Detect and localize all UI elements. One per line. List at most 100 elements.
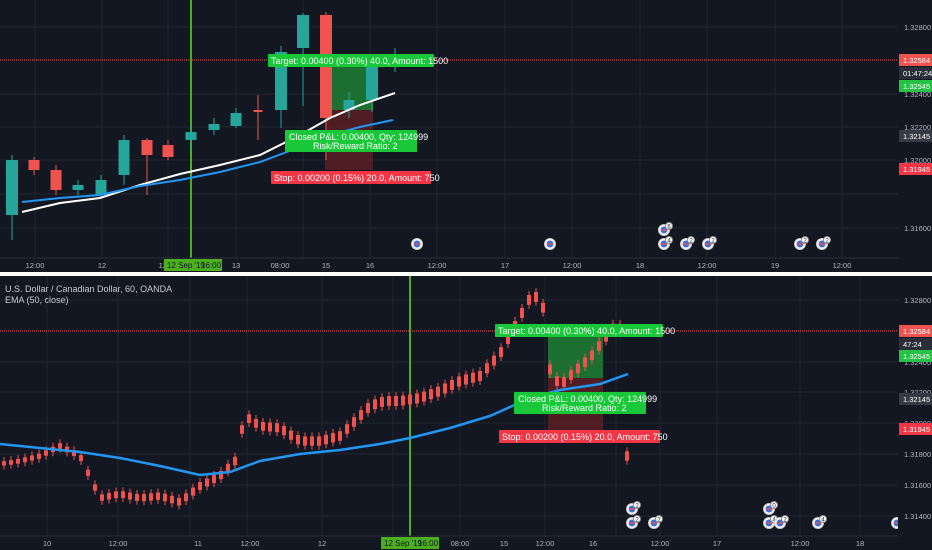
candle [429, 385, 433, 404]
candle [422, 387, 426, 406]
candle [485, 359, 489, 378]
candle [534, 288, 538, 306]
candle [240, 421, 244, 438]
event-flag-icon[interactable]: 2 [648, 515, 663, 529]
candle [37, 449, 41, 463]
closed-level-badge [899, 393, 932, 405]
event-flag-icon[interactable]: 2 [794, 236, 809, 250]
candle [268, 418, 272, 436]
candle [100, 490, 104, 505]
event-flag-icon[interactable]: 2 [774, 515, 789, 529]
candle [464, 370, 468, 389]
candle [373, 395, 377, 414]
event-flag-icon[interactable]: 4 [658, 236, 673, 250]
candle [118, 135, 130, 185]
closed-pnl-label[interactable]: Closed P&L: 0.00400, Qty: 124999 Risk/Re… [514, 392, 657, 414]
event-count: 2 [803, 239, 807, 245]
top-chart-pane[interactable]: Target: 0.00400 (0.30%) 40.0, Amount: 15… [0, 0, 932, 272]
candle [208, 118, 220, 135]
candle [345, 420, 349, 438]
event-flag-icon[interactable] [544, 238, 556, 250]
event-count: 4 [821, 518, 825, 524]
time-tick-label: 12 [98, 261, 106, 270]
countdown-badge [899, 338, 932, 350]
closed-pnl-line1: Closed P&L: 0.00400, Qty: 124999 [518, 394, 657, 404]
candle [30, 451, 34, 465]
event-flag-icon[interactable]: 2 [702, 236, 717, 250]
event-flag-icon[interactable]: 2 [816, 236, 831, 250]
time-badge: 12 Sep '19 16:00 [381, 537, 439, 549]
time-tick-label: 08:00 [451, 539, 470, 548]
event-flag-icon[interactable] [411, 238, 423, 250]
candle [408, 390, 412, 409]
current-price-badge-text: 1.32584 [903, 56, 930, 65]
stop-level-badge-text: 1.31945 [903, 425, 930, 434]
time-tick-label: 18 [856, 539, 864, 548]
pane-divider[interactable] [0, 272, 932, 276]
countdown-badge-text: 01:47:24 [903, 69, 932, 78]
candle [79, 451, 83, 466]
candle [142, 490, 146, 506]
candle [2, 457, 6, 470]
top-chart-canvas[interactable]: Target: 0.00400 (0.30%) 40.0, Amount: 15… [0, 0, 932, 272]
time-tick-label: 12:00 [26, 261, 45, 270]
candle [107, 488, 111, 504]
target-label[interactable]: Target: 0.00400 (0.30%) 40.0, Amount: 15… [495, 324, 675, 337]
candle [569, 366, 573, 384]
time-tick-label: 19 [771, 261, 779, 270]
time-tick-label: 15 [500, 539, 508, 548]
candle [331, 429, 335, 447]
candle [527, 290, 531, 309]
candle [233, 452, 237, 470]
indicator-legend[interactable]: EMA (50, close) [5, 295, 69, 305]
candle [401, 391, 405, 410]
candle [457, 372, 461, 391]
price-tick-label: 1.32800 [904, 23, 931, 32]
candle [114, 487, 118, 503]
event-flag-icon[interactable]: 4 [763, 515, 778, 529]
stop-label[interactable]: Stop: 0.00200 (0.15%) 20.0, Amount: 750 [271, 171, 440, 184]
candle [415, 389, 419, 408]
stop-label[interactable]: Stop: 0.00200 (0.15%) 20.0, Amount: 750 [499, 430, 668, 443]
event-flag-icon[interactable]: 2 [626, 501, 641, 515]
chart-header: U.S. Dollar / Canadian Dollar, 60, OANDA… [5, 284, 172, 306]
price-axis[interactable]: 1.328001.324001.322001.320001.318001.316… [898, 276, 932, 536]
time-axis[interactable]: 10 12:00 11 12:00 12 08:00 15 12:00 16 12:00 17 12:… [0, 535, 898, 548]
closed-pnl-label[interactable]: Closed P&L: 0.00400, Qty: 124999 Risk/Re… [285, 130, 428, 152]
ema-50-line [0, 372, 629, 477]
event-flag-icon[interactable]: 2 [680, 236, 695, 250]
current-price-badge [899, 54, 932, 66]
candle [198, 477, 202, 495]
price-tick-label: 1.32400 [904, 90, 931, 99]
event-flag-icon[interactable]: 2 [626, 515, 641, 529]
entry-price-badge-text: 1.32545 [903, 82, 930, 91]
target-label[interactable]: Target: 0.00400 (0.30%) 40.0, Amount: 15… [268, 54, 448, 67]
current-price-badge [899, 325, 932, 337]
stop-level-badge [899, 423, 932, 435]
event-flag-icon[interactable]: 6 [658, 222, 673, 236]
candle [219, 466, 223, 484]
stop-level-badge [899, 163, 932, 175]
symbol-title[interactable]: U.S. Dollar / Canadian Dollar, 60, OANDA [5, 284, 173, 294]
bottom-chart-pane[interactable]: Target: 0.00400 (0.30%) 40.0, Amount: 15… [0, 276, 932, 550]
event-flag-icon[interactable]: 0 [763, 501, 778, 515]
candle [247, 410, 251, 427]
candle [261, 417, 265, 435]
bottom-chart-canvas[interactable]: Target: 0.00400 (0.30%) 40.0, Amount: 15… [0, 276, 932, 550]
economic-events[interactable]: 6 4 2 2 2 2 [411, 222, 831, 250]
time-axis[interactable]: 12:00 12 12:00 13 08:00 15 16 12:00 17 12:00 18 12:… [0, 257, 898, 270]
grid [0, 0, 898, 258]
candle [28, 157, 40, 175]
time-tick-label: 18 [636, 261, 644, 270]
candle [338, 427, 342, 445]
time-badge-date: 12 Sep '19 [384, 539, 423, 548]
time-tick-label: 12:00 [536, 539, 555, 548]
candle [310, 432, 314, 450]
price-axis[interactable]: 1.32800 1.32400 1.32200 1.32000 1.31600 1.325… [898, 0, 932, 258]
economic-events[interactable]: 22204242 [626, 501, 906, 529]
candle [156, 488, 160, 504]
candle [254, 414, 258, 432]
event-flag-icon[interactable]: 4 [812, 515, 827, 529]
event-count: 2 [689, 239, 693, 245]
price-tick-label: 1.32000 [904, 156, 931, 165]
